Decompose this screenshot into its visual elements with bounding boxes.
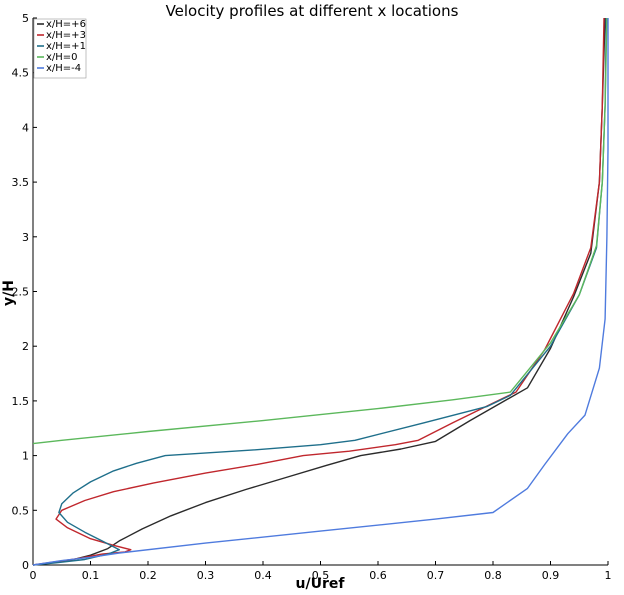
series-line-5 bbox=[32, 18, 609, 566]
y-tick-label: 5 bbox=[22, 12, 29, 25]
y-tick-label: 1 bbox=[22, 450, 29, 463]
x-tick-label: 0 bbox=[30, 569, 37, 582]
legend: x/H=+6x/H=+3x/H=+1x/H=0x/H=-4 bbox=[33, 18, 87, 79]
series-layer bbox=[32, 17, 609, 566]
x-tick-label: 0.6 bbox=[369, 569, 387, 582]
series-line-3 bbox=[32, 17, 607, 566]
series-line-4 bbox=[32, 17, 608, 445]
y-tick-label: 0 bbox=[22, 559, 29, 572]
series-line-2 bbox=[32, 17, 605, 566]
x-axis-title: u/Uref bbox=[296, 576, 346, 592]
x-tick-label: 0.5 bbox=[312, 569, 330, 582]
axes: 0 0.1 0.2 0.3 0.4 0.5 0.6 0.7 0.8 0.9 1 0 0.5 1 1.5 2 2.… bbox=[12, 12, 612, 582]
legend-label: x/H=-4 bbox=[46, 63, 81, 74]
y-tick-label: 4.5 bbox=[12, 67, 30, 80]
y-tick-label: 1.5 bbox=[12, 395, 30, 408]
x-tick-label: 0.2 bbox=[139, 569, 157, 582]
x-tick-label: 0.7 bbox=[427, 569, 445, 582]
x-tick-label: 0.9 bbox=[542, 569, 560, 582]
legend-label: x/H=+3 bbox=[46, 30, 86, 41]
x-tick-label: 0.1 bbox=[82, 569, 100, 582]
y-tick-label: 2 bbox=[22, 340, 29, 353]
chart-title: Velocity profiles at different x locatio… bbox=[166, 2, 459, 20]
y-tick-label: 0.5 bbox=[12, 504, 30, 517]
legend-label: x/H=0 bbox=[46, 52, 78, 63]
series-line-1 bbox=[32, 17, 606, 566]
legend-label: x/H=+6 bbox=[46, 19, 86, 30]
y-tick-label: 3 bbox=[22, 231, 29, 244]
x-tick-label: 0.3 bbox=[197, 569, 215, 582]
x-tick-label: 0.8 bbox=[484, 569, 502, 582]
y-tick-label: 2.5 bbox=[12, 286, 30, 299]
x-tick-label: 0.4 bbox=[254, 569, 272, 582]
legend-label: x/H=+1 bbox=[46, 41, 86, 52]
x-tick-label: 1 bbox=[605, 569, 612, 582]
y-axis-title: y/H bbox=[1, 280, 17, 306]
y-tick-label: 3.5 bbox=[12, 176, 30, 189]
y-tick-label: 4 bbox=[22, 121, 29, 134]
